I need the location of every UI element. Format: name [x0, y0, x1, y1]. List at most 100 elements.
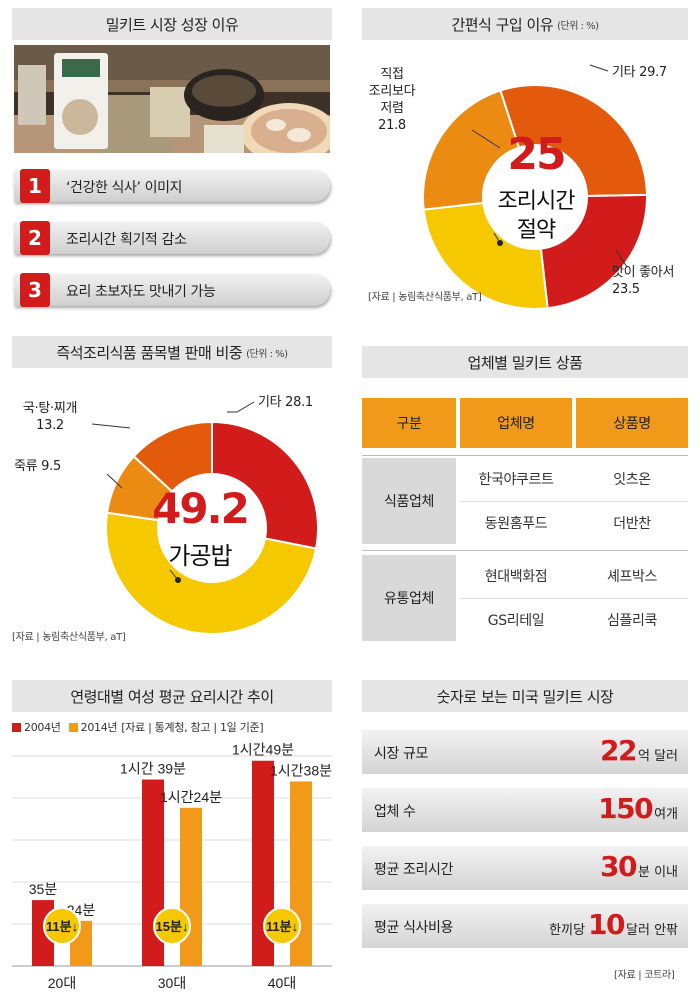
reason-item-2: 2 조리시간 획기적 감소	[14, 221, 330, 255]
panel3-title: 즉석조리식품 품목별 판매 비중	[56, 343, 243, 362]
stat-row-meal-cost: 평균 식사비용 한끼당 10 달러 안팎	[362, 904, 688, 948]
table-cell: 한국야쿠르트	[478, 472, 554, 488]
stat-label: 업체 수	[374, 804, 416, 820]
table-cell: 셰프박스	[607, 569, 657, 585]
legend-label-2014: 2014년	[80, 721, 118, 734]
diff-badge	[153, 907, 191, 945]
table-cell: 심플리쿡	[607, 613, 657, 629]
donut1-center-label-2: 절약	[516, 218, 556, 243]
bar-value-label: 35분	[29, 881, 58, 897]
donut1-center-label-1: 조리시간	[497, 189, 576, 214]
reason-item-3: 3 요리 초보자도 맛내기 가능	[14, 273, 330, 307]
panel3-source: [자료 | 농림축산식품부, aT]	[12, 632, 126, 643]
panel5-source: [자료 | 통계청, 참고 | 1일 기준]	[121, 721, 264, 734]
table-cell: 현대백화점	[484, 569, 548, 585]
chart-legend: 2004년 2014년 [자료 | 통계청, 참고 | 1일 기준]	[12, 719, 264, 735]
table-cell: 더반찬	[613, 516, 651, 532]
panel1-title: 밀키트 시장 성장 이유	[105, 15, 239, 34]
table-header-company: 업체명	[460, 398, 572, 448]
stat-unit: 여개	[654, 807, 678, 822]
reason-number: 3	[20, 273, 50, 307]
panel2-unit: (단위 : %)	[557, 20, 599, 32]
panel6-header: 숫자로 보는 미국 밀키트 시장	[362, 680, 688, 712]
stat-row-company-count: 업체 수 150 여개	[362, 788, 688, 832]
x-tick-label: 20대	[48, 975, 76, 991]
reason-number: 1	[20, 169, 50, 203]
panel2-source: [자료 | 농림축산식품부, aT]	[368, 292, 482, 303]
donut1-label-cheap: 직접 조리보다 저렴 21.8	[368, 67, 416, 133]
panel3-unit: (단위 : %)	[246, 348, 288, 360]
table-cell: 잇츠온	[613, 472, 651, 488]
panel2-title: 간편식 구입 이유	[451, 15, 554, 34]
table-divider	[362, 550, 688, 551]
legend-swatch-2014	[68, 722, 78, 732]
panel5-title: 연령대별 여성 평균 요리시간 추이	[70, 687, 274, 706]
stat-value: 22	[600, 734, 637, 767]
diff-badge-label: 11분↓	[266, 919, 298, 934]
donut2-center-label: 가공밥	[168, 542, 232, 570]
donut2-leader-lines	[91, 401, 255, 581]
table-divider	[460, 501, 688, 502]
reason-number: 2	[20, 221, 50, 255]
stat-unit: 달러 안팎	[626, 923, 678, 938]
bar-value-label: 1시간 39분	[120, 761, 186, 777]
x-tick-label: 40대	[268, 975, 296, 991]
panel4-header: 업체별 밀키트 상품	[362, 346, 688, 378]
reason-text: ‘건강한 식사’ 이미지	[66, 180, 183, 196]
stat-row-market-size: 시장 규모 22 억 달러	[362, 730, 688, 774]
stat-label: 평균 조리시간	[374, 862, 453, 878]
bar-value-label: 1시간24분	[160, 789, 222, 805]
diff-badge-label: 11분↓	[46, 919, 78, 934]
table-category-food: 식품업체	[362, 458, 456, 544]
stat-row-cooking-time: 평균 조리시간 30 분 이내	[362, 846, 688, 890]
panel4-title: 업체별 밀키트 상품	[467, 353, 583, 372]
bar-value-label: 1시간49분	[232, 742, 294, 758]
table-header-category: 구분	[362, 398, 456, 448]
instant-food-donut	[91, 401, 319, 635]
panel6-title: 숫자로 보는 미국 밀키트 시장	[436, 687, 614, 706]
diff-badge	[43, 907, 81, 945]
reason-item-1: 1 ‘건강한 식사’ 이미지	[14, 169, 330, 203]
stat-prefix: 한끼당	[549, 923, 586, 938]
diff-badge-label: 15분↓	[156, 919, 189, 934]
table-cell: 동원홈푸드	[484, 516, 548, 532]
bar-value-label: 1시간38분	[270, 762, 332, 778]
legend-swatch-2004	[12, 722, 21, 732]
stat-unit: 분 이내	[637, 865, 678, 880]
table-header-product: 상품명	[576, 398, 688, 448]
stat-value: 30	[600, 850, 637, 883]
x-tick-label: 30대	[158, 975, 186, 991]
stat-label: 평균 식사비용	[374, 920, 453, 936]
table-category-retail: 유통업체	[362, 555, 456, 641]
donut1-label-other: 기타 29.7	[612, 65, 667, 80]
donut-slice-cheap	[422, 89, 521, 211]
mealkit-photo	[14, 45, 330, 153]
stat-value: 150	[598, 792, 653, 825]
donut2-label-porridge: 죽류 9.5	[14, 459, 61, 474]
table-cell: GS리테일	[487, 613, 545, 629]
stat-value: 10	[588, 908, 625, 941]
stat-unit: 억 달러	[637, 749, 678, 764]
stat-label: 시장 규모	[374, 746, 428, 762]
purchase-reason-donut	[422, 64, 648, 310]
legend-label-2004: 2004년	[24, 721, 61, 734]
table-divider	[362, 455, 688, 456]
donut2-label-other: 기타 28.1	[258, 395, 313, 410]
reason-text: 요리 초보자도 맛내기 가능	[66, 284, 216, 300]
diff-badge	[263, 907, 301, 945]
panel1-header: 밀키트 시장 성장 이유	[12, 8, 332, 40]
donut2-center-value: 49.2	[152, 484, 250, 533]
donut-hole	[483, 145, 587, 249]
table-divider	[460, 598, 688, 599]
reason-text: 조리시간 획기적 감소	[66, 232, 187, 248]
donut1-center-value: 25	[507, 129, 566, 180]
bar-2014년-30대	[180, 807, 202, 966]
panel5-header: 연령대별 여성 평균 요리시간 추이	[12, 680, 332, 712]
donut2-label-soup: 국·탕·찌개 13.2	[22, 401, 78, 433]
donut-hole	[158, 474, 266, 582]
panel2-header: 간편식 구입 이유 (단위 : %)	[362, 8, 688, 40]
donut1-leader-lines	[471, 64, 628, 268]
panel6-source: [자료 | 코트라]	[614, 970, 675, 981]
donut1-label-taste: 맛이 좋아서 23.5	[612, 265, 675, 297]
